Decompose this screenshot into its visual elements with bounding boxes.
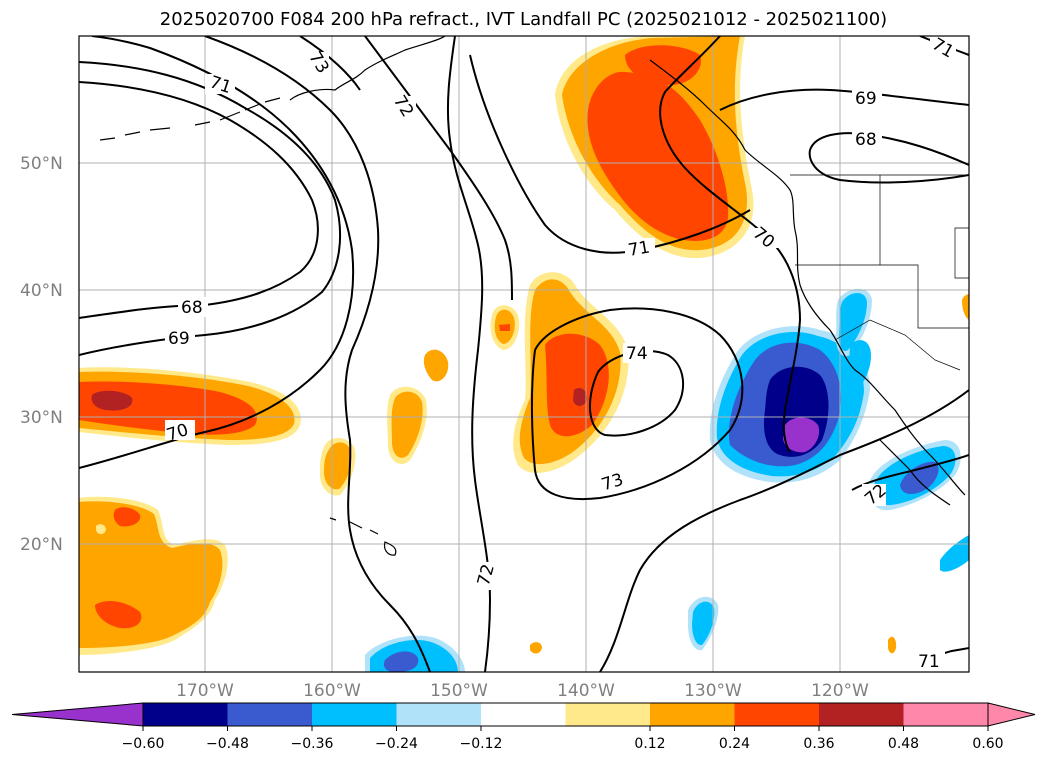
colorbar-tick-label: −0.24 bbox=[375, 736, 418, 752]
latitude-labels: 50°N 40°N 30°N 20°N bbox=[20, 154, 63, 555]
mexico-coast bbox=[879, 439, 951, 506]
coastlines bbox=[99, 36, 969, 556]
contour-label: 68 bbox=[181, 298, 203, 318]
colorbar-tick-label: 0.24 bbox=[719, 736, 750, 752]
colorbar-segment bbox=[903, 703, 989, 726]
contour-label: 69 bbox=[855, 89, 877, 109]
shade-west-core bbox=[91, 390, 133, 411]
aleutian-islands bbox=[99, 97, 281, 141]
map-area: 71 73 72 71 70 69 68 68 69 70 74 73 72 bbox=[79, 36, 975, 672]
colorbar-segment bbox=[650, 703, 735, 726]
shade-small-6 bbox=[888, 636, 897, 654]
shade-small-4 bbox=[324, 442, 352, 490]
lon-label: 150°W bbox=[430, 681, 488, 701]
contour-label: 68 bbox=[855, 130, 877, 150]
colorbar-tick-label: 0.12 bbox=[634, 736, 665, 752]
shade-neg-bottom-core bbox=[383, 651, 419, 672]
colorbar-segment bbox=[565, 703, 651, 726]
colorbar-segment bbox=[819, 703, 904, 726]
colorbar bbox=[11, 702, 1036, 727]
colorbar-segment bbox=[143, 703, 228, 726]
shade-sw-inner3 bbox=[96, 524, 106, 535]
shade-small-5 bbox=[530, 642, 542, 654]
contour-label: 71 bbox=[918, 652, 940, 672]
contour-label: 74 bbox=[626, 344, 648, 364]
contour-69-bc bbox=[719, 88, 969, 111]
contour-label: 69 bbox=[168, 329, 190, 349]
map-title: 2025020700 F084 200 hPa refract., IVT La… bbox=[159, 9, 888, 30]
lon-label: 130°W bbox=[684, 681, 742, 701]
colorbar-frame bbox=[142, 702, 989, 727]
state-border-5 bbox=[834, 319, 961, 371]
colorbar-tick-label: −0.36 bbox=[291, 736, 334, 752]
lat-label: 20°N bbox=[20, 535, 63, 555]
colorbar-tick-label: 0.36 bbox=[803, 736, 834, 752]
colorbar-extend-high bbox=[987, 702, 1036, 727]
colorbar-segment bbox=[734, 703, 820, 726]
shade-sw-inner2 bbox=[95, 600, 142, 629]
contour-73-alaska bbox=[299, 36, 361, 91]
shade-central-core bbox=[573, 388, 588, 406]
lon-label: 170°W bbox=[176, 681, 234, 701]
colorbar-segment bbox=[312, 703, 397, 726]
colorbar-tick-labels: −0.60 −0.48 −0.36 −0.24 −0.12 0.12 0.24 0.36 0.4… bbox=[122, 726, 1004, 752]
lat-label: 50°N bbox=[20, 154, 63, 174]
state-border-2 bbox=[795, 264, 969, 329]
contour-72-mex bbox=[851, 454, 969, 491]
shade-sw-inner bbox=[113, 507, 141, 527]
contour-71-central bbox=[469, 54, 751, 254]
colorbar-tick-label: −0.48 bbox=[206, 736, 249, 752]
hawaii-islands bbox=[329, 517, 397, 556]
lat-label: 40°N bbox=[20, 281, 63, 301]
contour-71-west bbox=[204, 36, 431, 672]
colorbar-tick-label: 0.60 bbox=[972, 736, 1003, 752]
shade-neg-5 bbox=[783, 417, 820, 453]
colorbar-segment bbox=[227, 703, 313, 726]
state-border-4 bbox=[954, 227, 969, 279]
shade-neg-coast bbox=[838, 293, 867, 351]
shade-neg-coast2 bbox=[848, 340, 871, 389]
positive-anomaly-fields bbox=[79, 36, 975, 655]
contour-72-south bbox=[599, 389, 969, 672]
shade-central-inner bbox=[545, 333, 609, 437]
shade-gulf-inner bbox=[587, 71, 729, 241]
colorbar-extend-low bbox=[11, 702, 144, 727]
colorbar-tick-label: −0.12 bbox=[460, 736, 503, 752]
bc-coast bbox=[649, 59, 966, 496]
contour-73-main bbox=[530, 307, 744, 501]
shade-pink bbox=[969, 300, 975, 325]
lon-label: 160°W bbox=[303, 681, 361, 701]
colorbar-segment bbox=[481, 703, 566, 726]
map-frame bbox=[78, 35, 970, 673]
contour-label: 71 bbox=[627, 237, 652, 260]
colorbar-segment bbox=[396, 703, 482, 726]
shade-neg-mex-core bbox=[900, 461, 939, 494]
contour-70-west bbox=[79, 36, 355, 469]
shade-small-1c bbox=[499, 324, 510, 331]
alaska-coast bbox=[289, 36, 446, 101]
longitude-labels: 170°W 160°W 150°W 140°W 130°W 120°W bbox=[176, 681, 869, 701]
negative-anomaly-fields bbox=[365, 288, 969, 672]
colorbar-tick-label: 0.48 bbox=[888, 736, 919, 752]
lon-label: 120°W bbox=[811, 681, 869, 701]
gridlines bbox=[79, 36, 969, 672]
shade-small-2 bbox=[423, 349, 449, 382]
shade-small-3 bbox=[391, 391, 423, 458]
lat-label: 30°N bbox=[20, 408, 63, 428]
colorbar-tick-label: −0.60 bbox=[122, 736, 165, 752]
shade-east-edge bbox=[962, 294, 969, 320]
lon-label: 140°W bbox=[557, 681, 615, 701]
shade-neg-sm2 bbox=[692, 601, 715, 646]
contour-72-north bbox=[364, 36, 513, 301]
